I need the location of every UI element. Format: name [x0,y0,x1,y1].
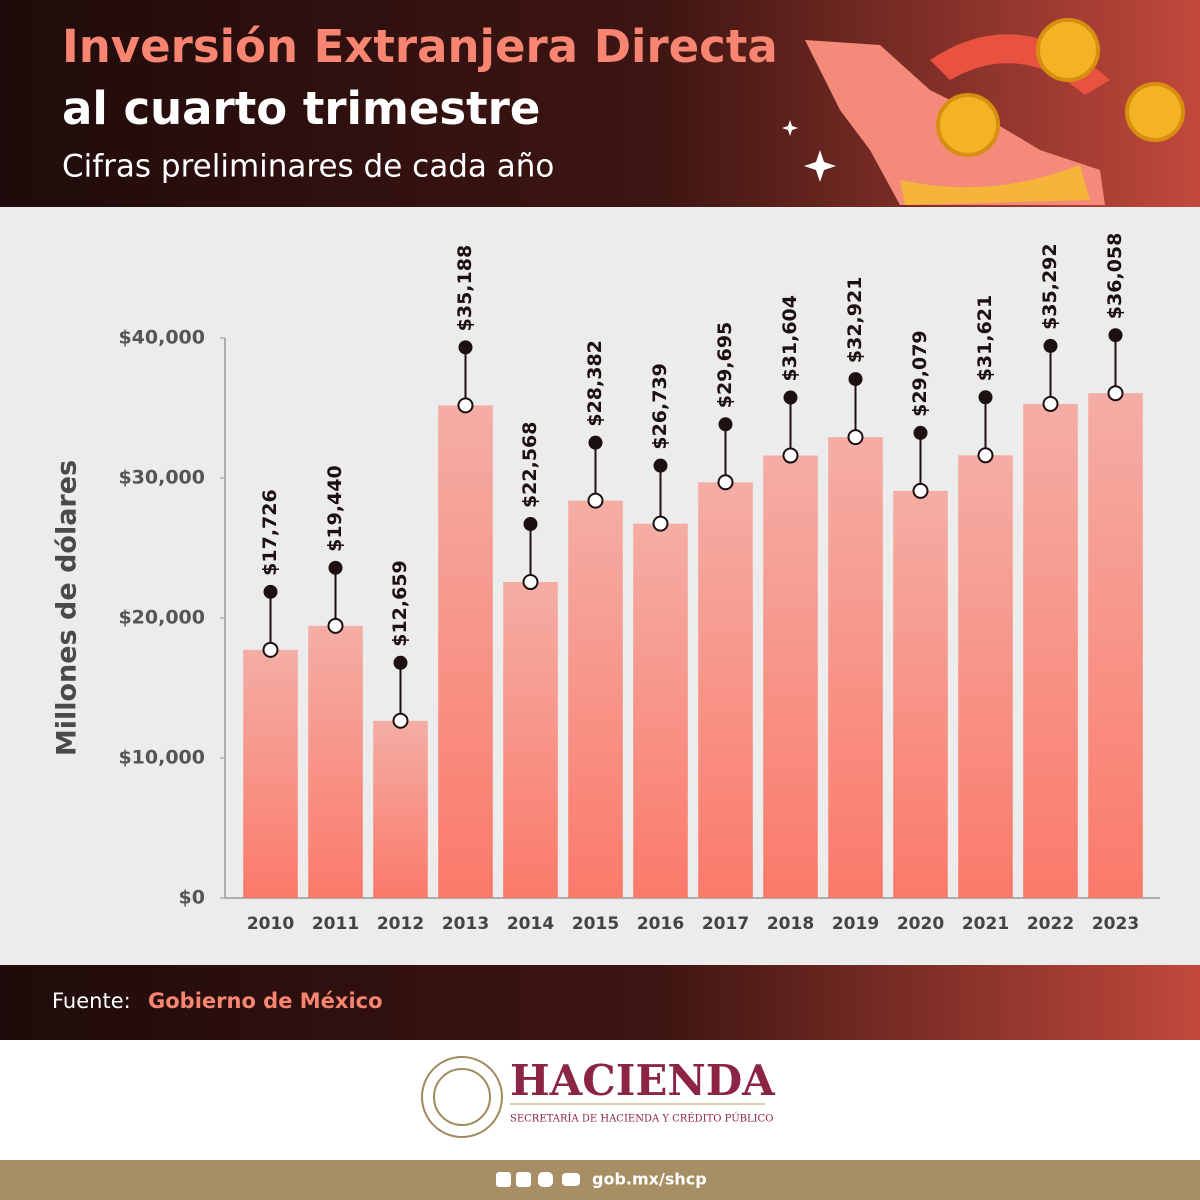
title-line: Inversión Extranjera Directa [62,20,778,73]
x-tick-label: 2010 [247,914,294,934]
lollipop-base [392,712,409,729]
lollipop-base [977,447,994,464]
lollipop-base [717,474,734,491]
x-tick-label: 2011 [312,914,359,934]
y-tick-label: $30,000 [118,467,205,489]
bar [503,582,558,898]
y-axis-label: Millones de dólares [52,460,83,756]
lollipop-dot [458,340,473,355]
bar [1023,403,1078,898]
x-tick-label: 2022 [1027,914,1074,934]
bar [763,455,818,898]
bar [958,455,1013,898]
header-illustration [782,18,1185,205]
lollipop-dot [263,584,278,599]
lollipop-base [587,492,604,509]
brand-name: HACIENDA [510,1056,776,1105]
bar [308,625,363,898]
value-label: $29,079 [909,330,931,417]
lollipop-dot [393,655,408,670]
lollipop-base [522,574,539,591]
y-tick-label: $10,000 [118,747,205,769]
lollipop-dot [783,390,798,405]
x-tick-label: 2016 [637,914,684,934]
x-tick-label: 2012 [377,914,424,934]
x-tick-label: 2017 [702,914,749,934]
lollipop-dot [588,435,603,450]
source-name: Gobierno de México [148,989,383,1013]
title-line: al cuarto trimestre [62,82,540,135]
footer-band [0,1160,1200,1200]
bar [568,500,623,898]
bar [1088,393,1143,898]
source-band [0,965,1200,1040]
lollipop-dot [718,417,733,432]
social-icons[interactable] [496,1172,580,1187]
value-label: $19,440 [324,465,346,552]
lollipop-dot [1108,328,1123,343]
lollipop-base [782,447,799,464]
lollipop-dot [1043,338,1058,353]
lollipop-base [262,641,279,658]
x-tick-label: 2015 [572,914,619,934]
value-label: $29,695 [714,322,736,409]
x-tick-label: 2014 [507,914,554,934]
y-tick-label: $40,000 [118,327,205,349]
x-tick-label: 2021 [962,914,1009,934]
bar [438,405,493,898]
value-label: $26,739 [649,363,671,450]
lollipop-dot [523,517,538,532]
bar [243,649,298,898]
x-tick-label: 2013 [442,914,489,934]
brand-tagline: SECRETARÍA DE HACIENDA Y CRÉDITO PÚBLICO [510,1113,773,1125]
x-tick-label: 2019 [832,914,879,934]
value-label: $31,604 [779,295,801,382]
x-tick-label: 2023 [1092,914,1139,934]
value-label: $12,659 [389,560,411,647]
value-label: $35,188 [454,245,476,332]
x-tick-label: 2018 [767,914,814,934]
lollipop-dot [848,372,863,387]
value-label: $35,292 [1039,243,1061,330]
lollipop-dot [913,425,928,440]
x-tick-label: 2020 [897,914,944,934]
lollipop-base [1107,385,1124,402]
lollipop-base [652,515,669,532]
bar [373,720,428,898]
value-label: $17,726 [259,489,281,576]
lollipop-dot [653,458,668,473]
value-label: $32,921 [844,277,866,364]
lollipop-base [847,429,864,446]
lollipop-base [912,482,929,499]
bar [633,523,688,898]
url[interactable]: gob.mx/shcp [592,1170,707,1189]
bar [698,482,753,898]
lollipop-base [327,617,344,634]
plot: $0 $10,000 $20,000 $30,000 $40,000 2010 $17,72… [118,233,1143,934]
bar [828,437,883,898]
y-tick-label: $0 [179,887,205,909]
value-label: $31,621 [974,295,996,382]
brand-area [0,1040,1200,1160]
y-tick-label: $20,000 [118,607,205,629]
value-label: $22,568 [519,422,541,509]
subtitle: Cifras preliminares de cada año [62,149,554,185]
lollipop-dot [328,560,343,575]
lollipop-base [457,397,474,414]
source-prefix: Fuente: [52,989,131,1013]
bar [893,490,948,898]
lollipop-dot [978,390,993,405]
value-label: $28,382 [584,340,606,427]
lollipop-base [1042,395,1059,412]
value-label: $36,058 [1104,233,1126,320]
emblem [421,1056,503,1138]
